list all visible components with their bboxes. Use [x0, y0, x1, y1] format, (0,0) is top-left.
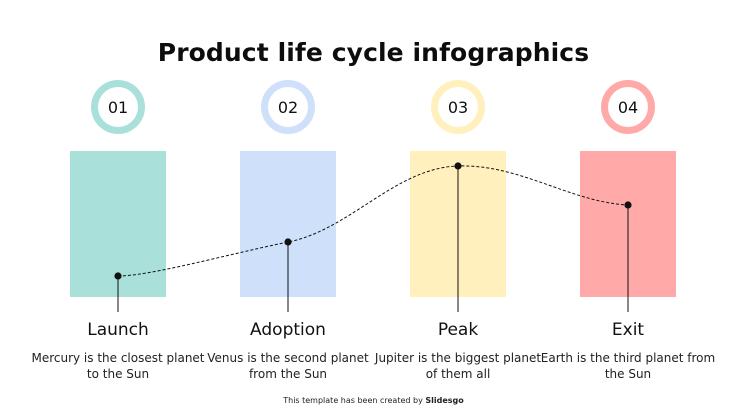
stage-2-title: Adoption	[250, 320, 326, 340]
stage-4-inner-circle	[608, 87, 648, 127]
footer-credit: This template has been created by Slides…	[0, 396, 747, 405]
footer-brand: Slidesgo	[425, 396, 464, 405]
life-cycle-curve	[117, 165, 629, 277]
stage-1-title: Launch	[87, 320, 149, 340]
stage-1-description: Mercury is the closest planet to the Sun	[31, 351, 205, 381]
stage-2-description: Venus is the second planet from the Sun	[207, 351, 369, 381]
stage-3-marker	[454, 162, 462, 170]
stage-1-number: 01	[108, 98, 128, 117]
stage-3-title: Peak	[437, 320, 479, 340]
stage-2-number: 02	[278, 98, 298, 117]
footer-prefix: This template has been created by	[283, 396, 426, 405]
stage-2-inner-circle	[268, 87, 308, 127]
stage-3-description: Jupiter is the biggest planet of them al…	[374, 351, 542, 381]
stage-4-title: Exit	[611, 320, 645, 340]
stage-1-marker	[114, 272, 122, 280]
stage-1-inner-circle	[98, 87, 138, 127]
stage-3-number: 03	[448, 98, 468, 117]
stage-4-description: Earth is the third planet from the Sun	[540, 351, 716, 381]
stage-4-marker	[624, 201, 632, 209]
page-title: Product life cycle infographics	[157, 38, 590, 67]
stage-3-inner-circle	[438, 87, 478, 127]
stage-2-marker	[284, 238, 292, 246]
stage-4-number: 04	[618, 98, 638, 117]
